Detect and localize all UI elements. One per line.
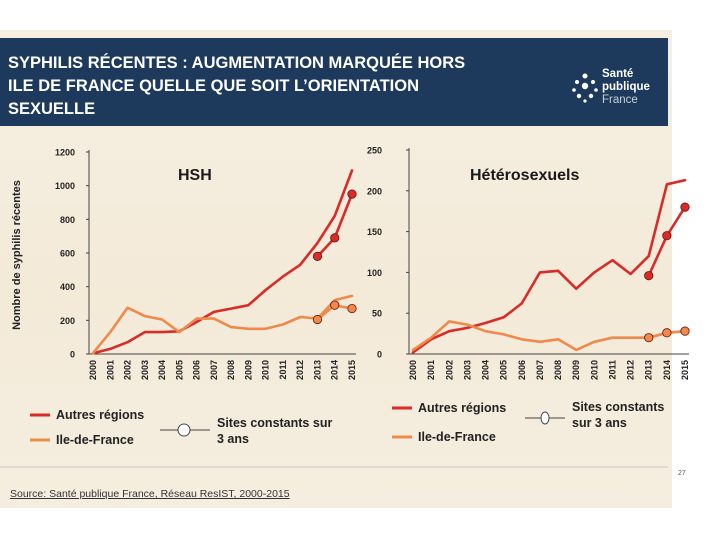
- slide-title: SYPHILIS RÉCENTES : AUGMENTATION MARQUÉE…: [8, 52, 508, 121]
- hetero-y-tick-label: 100: [367, 268, 382, 278]
- hetero-x-tick-label: 2010: [589, 360, 599, 380]
- hetero-x-tick-label: 2014: [662, 360, 672, 380]
- hsh-y-tick-label: 0: [70, 350, 75, 360]
- hsh-sites-constants-ile-de-france-point: [347, 303, 357, 314]
- legend-swatch-sites-marker-right: [540, 411, 550, 425]
- hetero-x-tick-label: 2012: [626, 360, 636, 380]
- hsh-x-tick-label: 2003: [140, 360, 150, 380]
- hsh-sites-constants-ile-de-france-point: [330, 300, 340, 310]
- hetero-sites-constants-ile-de-france-point: [680, 326, 690, 336]
- source-line: Source: Santé publique France, Réseau Re…: [10, 488, 290, 500]
- title-banner: SYPHILIS RÉCENTES : AUGMENTATION MARQUÉE…: [0, 38, 668, 126]
- hsh-y-tick-label: 200: [60, 316, 75, 326]
- hsh-sites-constants-autres-regions-line: [316, 193, 354, 258]
- hsh-sites-constants-autres-regions-point: [347, 189, 357, 199]
- hetero-sites-constants-autres-regions-point: [644, 271, 654, 281]
- hetero-x-tick-label: 2000: [408, 360, 418, 380]
- hetero-y-tick-label: 200: [367, 186, 382, 196]
- legend-label-idf-right: Ile-de-France: [418, 430, 496, 444]
- legend-label-sites-left-2: 3 ans: [217, 432, 249, 446]
- hetero-x-tick-label: 2006: [517, 360, 527, 380]
- hetero-x-tick-label: 2005: [499, 360, 509, 380]
- hetero-x-tick-label: 2009: [571, 360, 581, 380]
- hsh-x-tick-label: 2012: [295, 360, 305, 380]
- hsh-x-tick-label: 2009: [243, 360, 253, 380]
- hsh-y-tick-label: 400: [60, 282, 75, 292]
- sante-publique-france-logo: Santé publique France: [570, 68, 666, 112]
- hetero-y-tick-label: 0: [377, 350, 382, 360]
- hetero-x-tick-label: 2007: [535, 360, 545, 380]
- slide: SYPHILIS RÉCENTES : AUGMENTATION MARQUÉE…: [0, 30, 672, 508]
- logo-line-1: Santé: [602, 68, 634, 80]
- hetero-y-tick-label: 150: [367, 227, 382, 237]
- hsh-x-tick-label: 2006: [192, 360, 202, 380]
- hsh-sites-constants-ile-de-france-point: [312, 314, 323, 325]
- hetero-series-ile-de-france-line: [411, 320, 687, 352]
- hetero-y-tick-label: 50: [372, 309, 382, 319]
- hsh-y-tick-label: 800: [60, 215, 75, 225]
- hetero-x-tick-label: 2001: [426, 360, 436, 380]
- legend-label-sites-right-1: Sites constants: [572, 400, 664, 414]
- logo-line-2: publique: [602, 81, 650, 93]
- logo-text: Santé publique France: [602, 68, 650, 107]
- hetero-sites-constants-autres-regions-line: [647, 206, 687, 277]
- hsh-series-autres-regions-line: [91, 169, 354, 355]
- title-line-2: ILE DE FRANCE QUELLE QUE SOIT L’ORIENTAT…: [8, 77, 419, 95]
- hsh-x-tick-label: 2007: [209, 360, 219, 380]
- hetero-sites-constants-autres-regions-point: [680, 202, 690, 212]
- hetero-series-autres-regions-line: [411, 178, 687, 354]
- hsh-x-tick-label: 2001: [105, 360, 115, 380]
- hsh-x-tick-label: 2008: [226, 360, 236, 380]
- legend-right: Autres régions Ile-de-France Sites const…: [392, 400, 664, 444]
- hsh-series-ile-de-france-line: [91, 294, 354, 355]
- hsh-y-tick-label: 1200: [55, 148, 75, 158]
- hsh-x-tick-label: 2005: [174, 360, 184, 380]
- hsh-x-tick-label: 2015: [347, 360, 357, 380]
- hsh-y-tick-label: 1000: [55, 181, 75, 191]
- legend-swatch-sites-marker-left: [177, 423, 191, 437]
- hetero-x-tick-label: 2015: [680, 360, 690, 380]
- hetero-sites-constants-ile-de-france-point: [644, 333, 654, 343]
- legend-left: Autres régions Ile-de-France Sites const…: [30, 408, 332, 447]
- hetero-y-tick-label: 250: [367, 146, 382, 156]
- hsh-y-tick-label: 600: [60, 249, 75, 259]
- hsh-sites-constants-autres-regions-point: [312, 251, 323, 261]
- title-line-1: SYPHILIS RÉCENTES : AUGMENTATION MARQUÉE…: [8, 54, 466, 72]
- legend-label-autres-left: Autres régions: [56, 408, 144, 422]
- chart-title-hsh: HSH: [178, 167, 212, 184]
- source-text: Source: Santé publique France, Réseau Re…: [10, 488, 290, 500]
- page-number: 27: [678, 470, 686, 477]
- logo-line-3: France: [602, 94, 638, 106]
- chart-title-hetero: Hétérosexuels: [470, 167, 579, 184]
- legend-label-sites-left-1: Sites constants sur: [217, 416, 332, 430]
- hsh-x-tick-label: 2013: [312, 360, 322, 380]
- hetero-x-tick-label: 2003: [462, 360, 472, 380]
- hetero-sites-constants-autres-regions-point: [662, 231, 672, 241]
- hetero-sites-constants-ile-de-france-point: [662, 328, 672, 338]
- title-line-3: SEXUELLE: [8, 100, 96, 118]
- hsh-x-tick-label: 2002: [123, 360, 133, 380]
- hsh-x-tick-label: 2011: [278, 360, 288, 380]
- y-axis-label: Nombre de syphilis récentes: [11, 180, 23, 330]
- hetero-x-tick-label: 2002: [444, 360, 454, 380]
- hetero-x-tick-label: 2004: [481, 360, 491, 380]
- logo-dots-icon: [572, 73, 598, 103]
- legend-label-sites-right-2: sur 3 ans: [572, 416, 627, 430]
- hsh-x-tick-label: 2004: [157, 360, 167, 380]
- hsh-x-tick-label: 2000: [88, 360, 98, 380]
- hetero-x-tick-label: 2013: [644, 360, 654, 380]
- legend-label-autres-right: Autres régions: [418, 401, 506, 415]
- hetero-x-tick-label: 2008: [553, 360, 563, 380]
- hsh-x-tick-label: 2014: [330, 360, 340, 380]
- hsh-sites-constants-autres-regions-point: [330, 233, 340, 243]
- hetero-x-tick-label: 2011: [607, 360, 617, 380]
- hsh-x-tick-label: 2010: [261, 360, 271, 380]
- legend-label-idf-left: Ile-de-France: [56, 433, 134, 447]
